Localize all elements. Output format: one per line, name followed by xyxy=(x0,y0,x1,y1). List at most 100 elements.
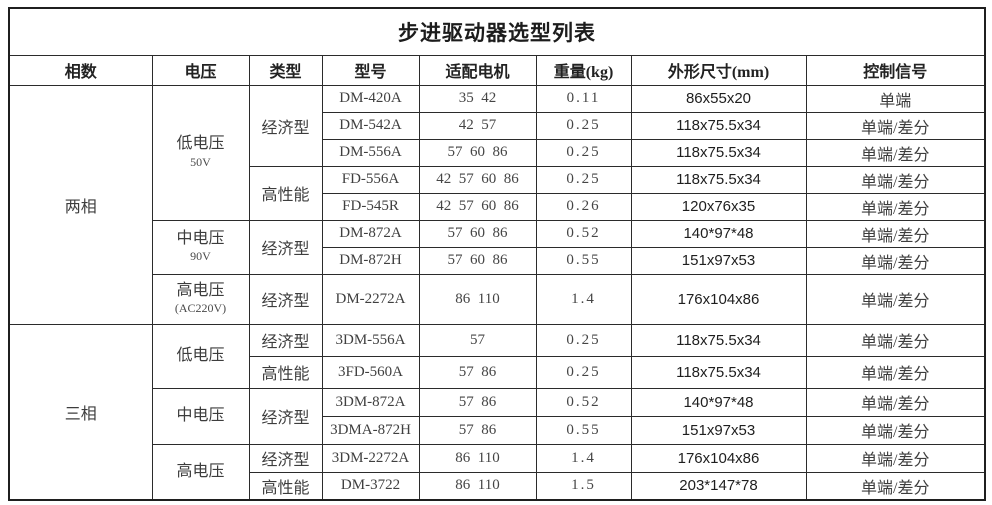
voltage-label: 中电压 xyxy=(176,229,225,247)
motors-cell: 35 42 xyxy=(418,84,537,113)
header-model: 型号 xyxy=(321,54,420,86)
table-row: 高电压 经济型 3DM-2272A 86 110 1.4 176x104x86 … xyxy=(9,443,986,501)
dims-cell: 86x55x20 xyxy=(630,84,807,113)
voltage-sub-label: 50V xyxy=(190,154,211,169)
motors-cell: 57 xyxy=(418,323,537,357)
table-row: DM-542A 42 57 0.25 118x75.5x34 单端/差分 xyxy=(9,111,986,140)
voltage-label: 低电压 xyxy=(176,135,225,153)
motors-cell: 42 57 60 86 xyxy=(418,165,537,194)
voltage-label: 高电压 xyxy=(176,281,225,299)
model-cell: 3DM-556A xyxy=(321,323,420,357)
dims-cell: 118x75.5x34 xyxy=(630,138,807,167)
signal-cell: 单端/差分 xyxy=(805,192,986,221)
dims-cell: 176x104x86 xyxy=(630,273,807,325)
model-cell: DM-556A xyxy=(321,138,420,167)
header-dims: 外形尺寸(mm) xyxy=(630,54,807,86)
type-cell-high-perf: 高性能 xyxy=(248,165,323,221)
table-row: 高性能 3FD-560A 57 86 0.25 118x75.5x34 单端/差… xyxy=(9,355,986,389)
table-row: DM-556A 57 60 86 0.25 118x75.5x34 单端/差分 xyxy=(9,138,986,167)
dims-cell: 120x76x35 xyxy=(630,192,807,221)
dims-cell: 118x75.5x34 xyxy=(630,111,807,140)
title-row: 步进驱动器选型列表 xyxy=(8,7,986,56)
motors-cell: 42 57 60 86 xyxy=(418,192,537,221)
header-voltage: 电压 xyxy=(151,54,250,86)
weight-cell: 1.5 xyxy=(535,471,632,501)
table-row: 高性能 DM-3722 86 110 1.5 203*147*78 单端/差分 xyxy=(9,471,986,501)
weight-cell: 0.25 xyxy=(535,355,632,389)
header-motors: 适配电机 xyxy=(418,54,537,86)
motors-cell: 86 110 xyxy=(418,273,537,325)
motors-cell: 57 60 86 xyxy=(418,219,537,248)
dims-cell: 151x97x53 xyxy=(630,415,807,445)
table-row: FD-545R 42 57 60 86 0.26 120x76x35 单端/差分 xyxy=(9,192,986,221)
type-cell-economy: 经济型 xyxy=(248,273,323,325)
voltage-sub-label: (AC220V) xyxy=(174,301,227,316)
model-cell: FD-556A xyxy=(321,165,420,194)
motors-cell: 57 86 xyxy=(418,387,537,417)
signal-cell: 单端/差分 xyxy=(805,246,986,275)
table-row: 中电压 90V 经济型 DM-872A 57 60 86 0.52 140*97… xyxy=(9,219,986,275)
header-weight: 重量(kg) xyxy=(535,54,632,86)
table-row: 高电压 (AC220V) 经济型 DM-2272A 86 110 1.4 176… xyxy=(9,273,986,325)
signal-cell: 单端/差分 xyxy=(805,387,986,417)
dims-cell: 118x75.5x34 xyxy=(630,323,807,357)
weight-cell: 0.25 xyxy=(535,165,632,194)
signal-cell: 单端/差分 xyxy=(805,323,986,357)
signal-cell: 单端/差分 xyxy=(805,111,986,140)
motors-cell: 57 86 xyxy=(418,355,537,389)
type-cell-economy: 经济型 xyxy=(248,84,323,167)
type-cell-economy: 经济型 xyxy=(248,323,323,357)
voltage-sub-label: 90V xyxy=(190,249,211,264)
weight-cell: 0.52 xyxy=(535,219,632,248)
voltage-cell-high: 高电压 xyxy=(151,443,250,501)
signal-cell: 单端 xyxy=(805,84,986,113)
table-row: 中电压 经济型 3DM-872A 57 86 0.52 140*97*48 单端… xyxy=(9,387,986,445)
weight-cell: 0.55 xyxy=(535,415,632,445)
model-cell: 3DMA-872H xyxy=(321,415,420,445)
phase-cell-three: 三相 xyxy=(8,323,153,501)
type-cell-economy: 经济型 xyxy=(248,219,323,275)
dims-cell: 118x75.5x34 xyxy=(630,165,807,194)
table-row: 两相 低电压 50V 经济型 DM-420A 35 42 0.11 86x55x… xyxy=(8,84,986,325)
weight-cell: 0.52 xyxy=(535,387,632,417)
dims-cell: 118x75.5x34 xyxy=(630,355,807,389)
dims-cell: 140*97*48 xyxy=(630,219,807,248)
model-cell: 3FD-560A xyxy=(321,355,420,389)
dims-cell: 140*97*48 xyxy=(630,387,807,417)
motors-cell: 57 60 86 xyxy=(418,246,537,275)
model-cell: DM-420A xyxy=(321,84,420,113)
page-title: 步进驱动器选型列表 xyxy=(8,7,986,56)
model-cell: DM-542A xyxy=(321,111,420,140)
signal-cell: 单端/差分 xyxy=(805,273,986,325)
type-cell-high-perf: 高性能 xyxy=(248,355,323,389)
signal-cell: 单端/差分 xyxy=(805,415,986,445)
voltage-cell-mid: 中电压 90V xyxy=(151,219,250,275)
model-cell: DM-2272A xyxy=(321,273,420,325)
dims-cell: 151x97x53 xyxy=(630,246,807,275)
model-cell: DM-872H xyxy=(321,246,420,275)
weight-cell: 1.4 xyxy=(535,273,632,325)
type-cell-high-perf: 高性能 xyxy=(248,471,323,501)
signal-cell: 单端/差分 xyxy=(805,165,986,194)
signal-cell: 单端/差分 xyxy=(805,443,986,473)
motors-cell: 86 110 xyxy=(418,443,537,473)
weight-cell: 0.26 xyxy=(535,192,632,221)
voltage-label: 中电压 xyxy=(176,406,225,424)
weight-cell: 0.25 xyxy=(535,111,632,140)
weight-cell: 1.4 xyxy=(535,443,632,473)
model-cell: DM-872A xyxy=(321,219,420,248)
weight-cell: 0.11 xyxy=(535,84,632,113)
model-cell: DM-3722 xyxy=(321,471,420,501)
header-signal: 控制信号 xyxy=(805,54,986,86)
table-row: 3DMA-872H 57 86 0.55 151x97x53 单端/差分 xyxy=(9,415,986,445)
header-type: 类型 xyxy=(248,54,323,86)
header-phase: 相数 xyxy=(8,54,153,86)
signal-cell: 单端/差分 xyxy=(805,355,986,389)
voltage-label: 低电压 xyxy=(176,346,225,364)
voltage-label: 高电压 xyxy=(176,462,225,480)
type-cell-economy: 经济型 xyxy=(248,387,323,445)
voltage-cell-low: 低电压 xyxy=(151,323,250,389)
weight-cell: 0.25 xyxy=(535,138,632,167)
type-cell-economy: 经济型 xyxy=(248,443,323,473)
weight-cell: 0.55 xyxy=(535,246,632,275)
